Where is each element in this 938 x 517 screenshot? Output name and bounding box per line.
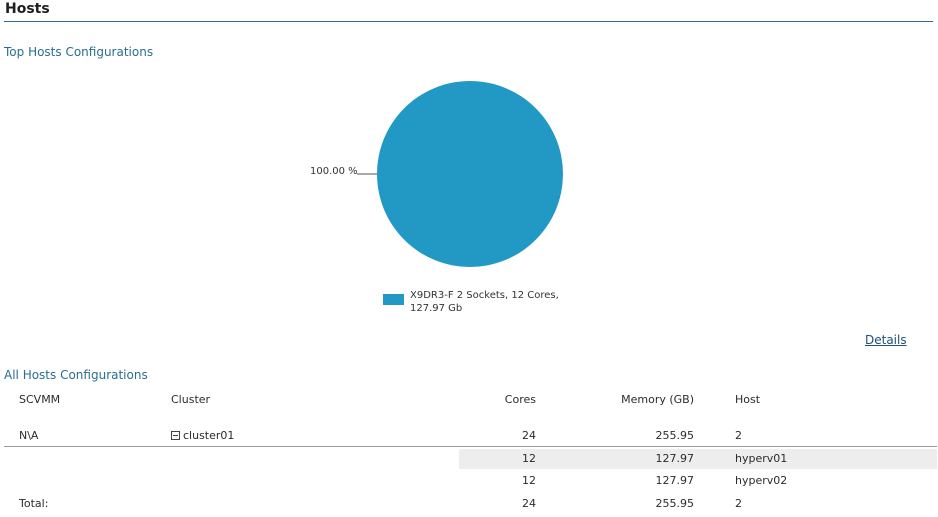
- cluster-group-row: N\A cluster01 24 255.95 2: [4, 426, 937, 446]
- row-cores: 12: [522, 452, 536, 465]
- pie-slice-value-label: 100.00 %: [310, 166, 358, 177]
- row-memory: 127.97: [655, 474, 695, 487]
- group-cluster: cluster01: [171, 426, 234, 446]
- column-header-cluster[interactable]: Cluster: [171, 393, 211, 406]
- details-link[interactable]: Details: [865, 333, 907, 347]
- pie-chart: 100.00 %: [300, 70, 580, 280]
- all-hosts-configurations-link[interactable]: All Hosts Configurations: [4, 368, 148, 382]
- row-highlight: [459, 449, 937, 469]
- group-cluster-name: cluster01: [183, 429, 235, 442]
- legend-entry-label: X9DR3-F 2 Sockets, 12 Cores, 127.97 Gb: [410, 290, 559, 314]
- column-header-cores[interactable]: Cores: [504, 393, 536, 406]
- group-host-count: 2: [735, 429, 742, 442]
- table-row[interactable]: 12 127.97 hyperv01: [4, 449, 937, 469]
- title-divider: [4, 21, 933, 22]
- column-header-host[interactable]: Host: [735, 393, 761, 406]
- legend-swatch: [383, 294, 404, 305]
- pie-chart-svg: [357, 81, 563, 267]
- row-host: hyperv02: [735, 474, 788, 487]
- group-memory: 255.95: [655, 429, 695, 442]
- pie-slice[interactable]: [377, 81, 563, 267]
- table-header-row: SCVMM Cluster Cores Memory (GB) Host: [4, 390, 937, 410]
- row-memory: 127.97: [655, 452, 695, 465]
- total-label: Total:: [19, 497, 49, 510]
- page-title: Hosts: [5, 1, 50, 17]
- top-hosts-configurations-link[interactable]: Top Hosts Configurations: [4, 45, 154, 59]
- total-cores: 24: [522, 497, 536, 510]
- column-header-memory[interactable]: Memory (GB): [621, 393, 694, 406]
- group-divider: [4, 446, 937, 447]
- total-host-count: 2: [735, 497, 742, 510]
- row-cores: 12: [522, 474, 536, 487]
- row-host: hyperv01: [735, 452, 788, 465]
- column-header-scvmm[interactable]: SCVMM: [19, 393, 61, 406]
- chart-legend: X9DR3-F 2 Sockets, 12 Cores, 127.97 Gb: [383, 289, 580, 315]
- group-cores: 24: [522, 429, 536, 442]
- table-row[interactable]: 12 127.97 hyperv02: [4, 471, 937, 491]
- group-scvmm: N\A: [19, 429, 39, 442]
- collapse-icon[interactable]: [171, 431, 180, 440]
- total-row: Total: 24 255.95 2: [4, 494, 937, 514]
- total-memory: 255.95: [655, 497, 695, 510]
